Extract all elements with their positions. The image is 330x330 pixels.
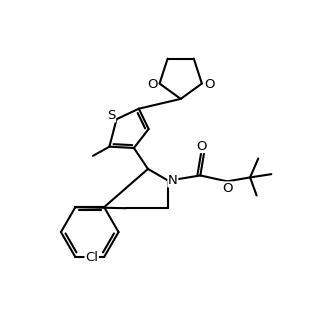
Text: O: O — [197, 140, 207, 152]
Text: O: O — [147, 78, 158, 91]
Text: Cl: Cl — [85, 250, 98, 264]
Text: O: O — [204, 78, 214, 91]
Text: N: N — [168, 174, 178, 187]
Text: S: S — [107, 109, 115, 122]
Text: O: O — [222, 182, 232, 195]
